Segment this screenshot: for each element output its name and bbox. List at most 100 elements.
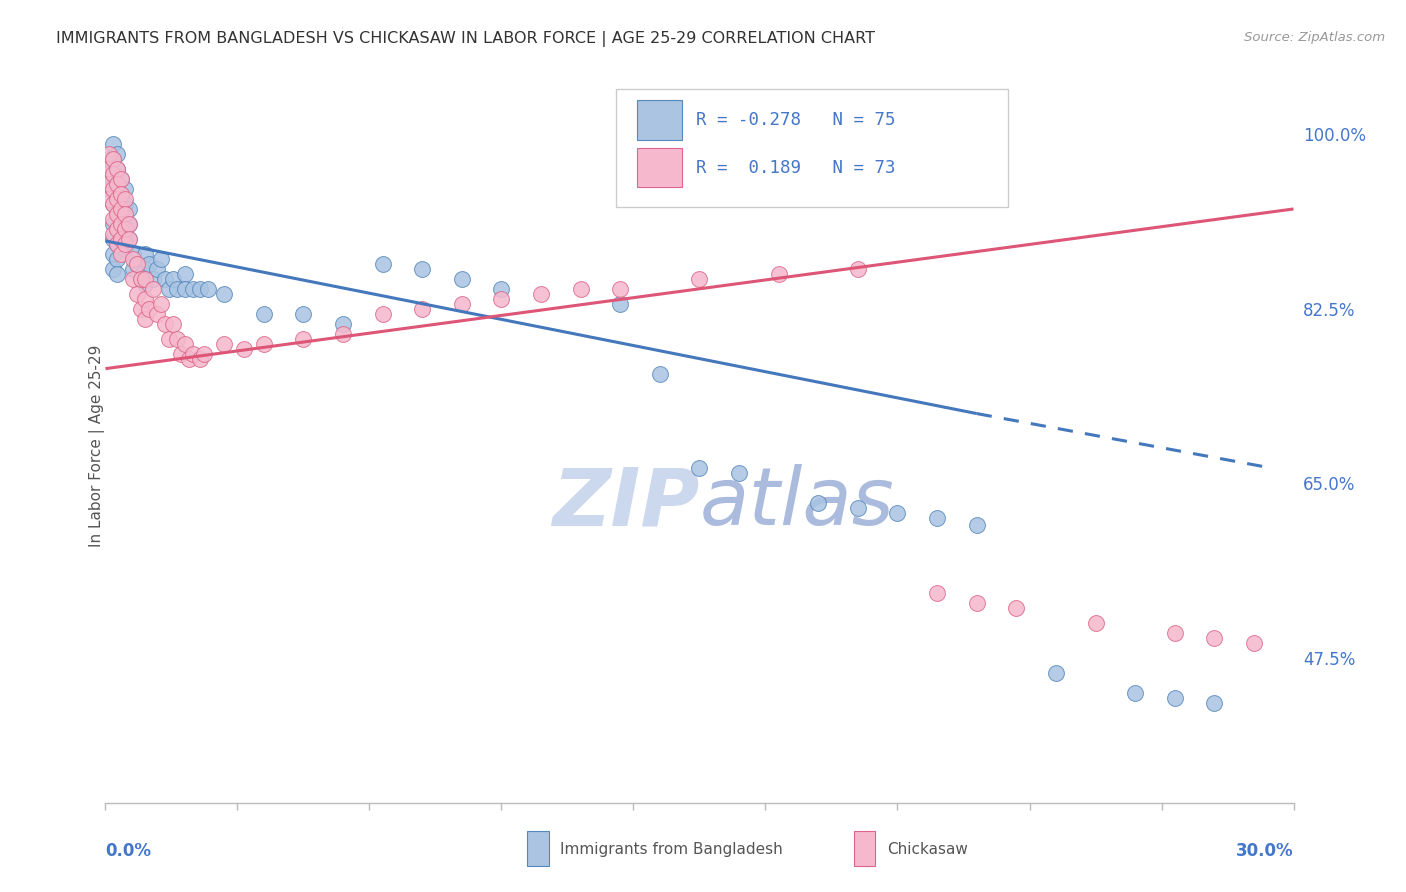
Point bbox=[173, 282, 195, 296]
Point bbox=[491, 292, 513, 306]
Point bbox=[157, 282, 180, 296]
Point bbox=[105, 222, 128, 236]
FancyBboxPatch shape bbox=[527, 831, 548, 865]
Text: 30.0%: 30.0% bbox=[1236, 842, 1294, 860]
Point bbox=[134, 292, 156, 306]
Point bbox=[129, 272, 152, 286]
Point bbox=[103, 227, 125, 241]
Point bbox=[98, 182, 121, 196]
Point bbox=[166, 282, 188, 296]
Point bbox=[98, 147, 121, 161]
Point bbox=[253, 307, 276, 321]
Point bbox=[846, 261, 869, 276]
Point bbox=[173, 336, 195, 351]
Point bbox=[1045, 666, 1067, 681]
Point bbox=[530, 286, 553, 301]
Point bbox=[846, 501, 869, 516]
Point bbox=[292, 332, 315, 346]
Point bbox=[122, 247, 145, 261]
Point bbox=[1123, 686, 1146, 700]
Point bbox=[114, 207, 136, 221]
Point bbox=[569, 282, 592, 296]
Point bbox=[1164, 626, 1187, 640]
Point bbox=[98, 192, 121, 206]
Point bbox=[105, 162, 128, 177]
Point bbox=[146, 261, 169, 276]
Point bbox=[1164, 691, 1187, 706]
Point bbox=[411, 261, 433, 276]
Point bbox=[105, 252, 128, 266]
Text: R = -0.278   N = 75: R = -0.278 N = 75 bbox=[696, 111, 896, 128]
Point bbox=[105, 236, 128, 251]
Point bbox=[173, 267, 195, 281]
Point bbox=[122, 261, 145, 276]
Point bbox=[177, 351, 200, 366]
Point bbox=[807, 496, 830, 510]
Point bbox=[1204, 631, 1226, 645]
Point bbox=[332, 326, 354, 341]
Point bbox=[190, 282, 212, 296]
Point bbox=[110, 217, 132, 231]
Point bbox=[105, 177, 128, 191]
FancyBboxPatch shape bbox=[637, 100, 682, 139]
Point bbox=[146, 307, 169, 321]
Point bbox=[134, 247, 156, 261]
Point bbox=[103, 152, 125, 166]
Point bbox=[110, 202, 132, 216]
Point bbox=[689, 461, 711, 475]
Point bbox=[609, 297, 631, 311]
Y-axis label: In Labor Force | Age 25-29: In Labor Force | Age 25-29 bbox=[89, 345, 105, 547]
Point bbox=[118, 232, 141, 246]
Point bbox=[110, 247, 132, 261]
Text: IMMIGRANTS FROM BANGLADESH VS CHICKASAW IN LABOR FORCE | AGE 25-29 CORRELATION C: IMMIGRANTS FROM BANGLADESH VS CHICKASAW … bbox=[56, 31, 876, 47]
Point bbox=[190, 351, 212, 366]
Point bbox=[689, 272, 711, 286]
Point bbox=[105, 147, 128, 161]
Point bbox=[127, 257, 149, 271]
Point bbox=[127, 257, 149, 271]
Text: atlas: atlas bbox=[700, 464, 894, 542]
Point bbox=[103, 261, 125, 276]
Point bbox=[110, 186, 132, 201]
Point bbox=[162, 317, 184, 331]
Point bbox=[648, 367, 671, 381]
Point bbox=[114, 242, 136, 256]
Point bbox=[332, 317, 354, 331]
Point bbox=[886, 507, 908, 521]
Point bbox=[138, 257, 160, 271]
Point bbox=[371, 257, 394, 271]
Point bbox=[98, 167, 121, 181]
Point bbox=[103, 182, 125, 196]
Point bbox=[122, 272, 145, 286]
Point bbox=[450, 272, 472, 286]
Point bbox=[114, 211, 136, 226]
Point bbox=[105, 207, 128, 221]
Point bbox=[134, 272, 156, 286]
Point bbox=[966, 518, 988, 533]
Point bbox=[98, 152, 121, 166]
Text: ZIP: ZIP bbox=[553, 464, 700, 542]
Point bbox=[105, 267, 128, 281]
Point bbox=[129, 272, 152, 286]
Point bbox=[170, 347, 193, 361]
FancyBboxPatch shape bbox=[853, 831, 876, 865]
Point bbox=[925, 586, 948, 600]
Point bbox=[214, 286, 236, 301]
Point bbox=[103, 182, 125, 196]
Point bbox=[609, 282, 631, 296]
Point bbox=[98, 177, 121, 191]
Point bbox=[149, 297, 172, 311]
Text: 0.0%: 0.0% bbox=[105, 842, 152, 860]
Point bbox=[105, 222, 128, 236]
Point bbox=[103, 197, 125, 211]
Point bbox=[134, 277, 156, 291]
Point bbox=[118, 202, 141, 216]
Point bbox=[110, 202, 132, 216]
Text: R =  0.189   N = 73: R = 0.189 N = 73 bbox=[696, 159, 896, 177]
Point bbox=[105, 162, 128, 177]
Point bbox=[118, 232, 141, 246]
Point bbox=[103, 197, 125, 211]
Point bbox=[110, 232, 132, 246]
Point bbox=[193, 347, 215, 361]
Point bbox=[110, 172, 132, 186]
